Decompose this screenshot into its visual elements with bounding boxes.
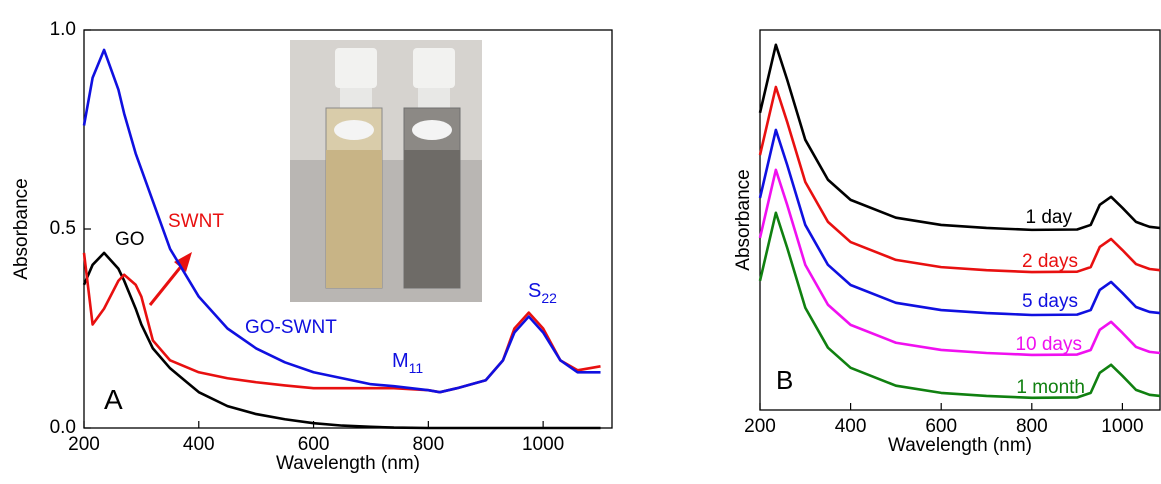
series-line bbox=[82, 48, 601, 394]
series-line bbox=[82, 252, 601, 394]
series-label: 2 days bbox=[1022, 251, 1078, 272]
x-tick-label: 400 bbox=[183, 434, 215, 455]
x-tick-label: 800 bbox=[412, 434, 444, 455]
annotation: S22 bbox=[528, 280, 557, 305]
plot-frame bbox=[759, 29, 1161, 411]
arrow bbox=[148, 252, 192, 306]
x-tick-label: 600 bbox=[925, 416, 957, 437]
inset-photo bbox=[290, 40, 482, 302]
annotation-text: S bbox=[528, 280, 541, 302]
series-label: 1 month bbox=[1016, 377, 1085, 398]
x-tick-label: 200 bbox=[744, 416, 776, 437]
annotation: M11 bbox=[392, 350, 423, 375]
annotation-text: B bbox=[776, 365, 793, 395]
series-label: 10 days bbox=[1015, 334, 1082, 355]
series-label: GO bbox=[115, 229, 145, 250]
annotation-text: M bbox=[392, 350, 409, 372]
series-label: SWNT bbox=[168, 211, 224, 232]
annotation-subscript: 22 bbox=[541, 290, 557, 306]
series-line bbox=[758, 168, 1161, 357]
annotation-text: A bbox=[104, 384, 123, 415]
series-line bbox=[758, 43, 1161, 232]
series-line bbox=[758, 85, 1161, 274]
annotation: B bbox=[776, 365, 793, 395]
y-axis-label: Absorbance bbox=[11, 178, 32, 279]
annotation: A bbox=[104, 384, 123, 415]
x-tick-label: 200 bbox=[68, 434, 100, 455]
annotation-subscript: 11 bbox=[409, 360, 424, 376]
x-axis-label: Wavelength (nm) bbox=[276, 453, 420, 474]
x-tick-label: 600 bbox=[298, 434, 330, 455]
series-label: 1 day bbox=[1026, 207, 1073, 228]
x-tick-label: 1000 bbox=[522, 434, 564, 455]
y-tick-label: 1.0 bbox=[50, 19, 76, 40]
x-tick-label: 400 bbox=[835, 416, 867, 437]
x-axis-label: Wavelength (nm) bbox=[888, 435, 1032, 456]
x-tick-label: 1000 bbox=[1101, 416, 1143, 437]
y-axis-label: Absorbance bbox=[733, 169, 754, 270]
series-line bbox=[758, 211, 1161, 400]
series-line bbox=[758, 128, 1161, 317]
y-tick-label: 0.0 bbox=[50, 417, 76, 438]
series-label: 5 days bbox=[1022, 291, 1078, 312]
series-line bbox=[82, 251, 601, 430]
y-tick-label: 0.5 bbox=[50, 218, 76, 239]
series-label: GO-SWNT bbox=[245, 317, 337, 338]
x-tick-label: 800 bbox=[1016, 416, 1048, 437]
